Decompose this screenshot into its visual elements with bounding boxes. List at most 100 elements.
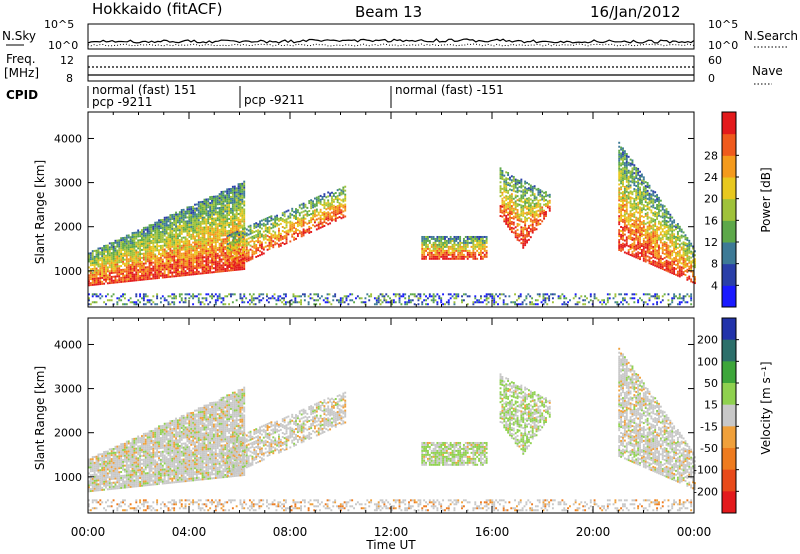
power-cell bbox=[122, 239, 124, 241]
power-cell bbox=[125, 246, 128, 249]
power-cell bbox=[233, 209, 236, 212]
power-cell bbox=[533, 199, 536, 202]
power-cell bbox=[690, 252, 693, 255]
power-cell bbox=[231, 227, 234, 230]
power-cell bbox=[315, 202, 318, 205]
power-cell bbox=[618, 219, 621, 222]
power-cell bbox=[644, 181, 647, 184]
date-title: 16/Jan/2012 bbox=[590, 3, 681, 21]
power-cell bbox=[216, 213, 219, 216]
power-cell bbox=[148, 242, 151, 245]
power-cell bbox=[340, 191, 343, 194]
power-cell bbox=[163, 230, 166, 233]
power-cell bbox=[323, 215, 326, 218]
power-cell bbox=[220, 240, 223, 243]
power-cell bbox=[344, 203, 347, 206]
power-cell bbox=[526, 239, 528, 242]
power-cell bbox=[232, 238, 235, 241]
power-cell bbox=[209, 202, 212, 205]
power-cell bbox=[192, 249, 195, 252]
power-cell bbox=[251, 239, 254, 242]
power-cell bbox=[245, 254, 248, 257]
power-cell bbox=[675, 255, 677, 258]
power-cell bbox=[192, 269, 195, 272]
power-cell bbox=[220, 266, 223, 269]
power-cell bbox=[447, 241, 450, 244]
power-cell bbox=[177, 249, 179, 252]
power-cell bbox=[633, 180, 636, 183]
power-cell bbox=[197, 252, 200, 255]
power-cell bbox=[658, 252, 660, 255]
power-cell bbox=[131, 271, 134, 274]
power-cell bbox=[478, 243, 481, 246]
power-cell bbox=[163, 228, 166, 231]
power-cell bbox=[522, 240, 525, 243]
power-cell bbox=[97, 251, 100, 254]
power-cell bbox=[180, 248, 183, 251]
power-cell bbox=[237, 205, 240, 208]
power-cell bbox=[158, 233, 160, 236]
power-cell bbox=[237, 207, 240, 210]
power-cell bbox=[220, 224, 223, 227]
power-cell bbox=[243, 239, 246, 242]
power-cell bbox=[231, 215, 234, 218]
power-cell bbox=[194, 243, 196, 246]
power-cell bbox=[242, 244, 244, 247]
power-cell bbox=[231, 201, 234, 204]
power-cell bbox=[642, 257, 645, 260]
power-cell bbox=[264, 237, 267, 240]
power-cell bbox=[622, 167, 624, 170]
power-cell bbox=[194, 217, 196, 220]
power-cell bbox=[163, 220, 166, 223]
power-cell bbox=[205, 244, 208, 247]
power-cell bbox=[654, 262, 657, 265]
power-cell bbox=[195, 263, 198, 266]
power-cell bbox=[501, 209, 504, 212]
power-cell bbox=[253, 223, 256, 226]
power-cell bbox=[146, 238, 149, 241]
power-cell bbox=[91, 273, 94, 276]
power-cell bbox=[618, 241, 621, 244]
power-cell bbox=[509, 210, 511, 213]
power-cell bbox=[266, 238, 269, 241]
power-cell bbox=[148, 258, 151, 261]
power-cell bbox=[161, 244, 164, 247]
power-cell bbox=[177, 229, 179, 232]
power-cell bbox=[623, 245, 626, 248]
power-cell bbox=[110, 242, 113, 245]
power-cell bbox=[211, 237, 213, 240]
power-cell bbox=[201, 268, 204, 271]
power-cell bbox=[133, 265, 136, 268]
power-cell bbox=[139, 278, 142, 281]
power-cell bbox=[122, 246, 124, 249]
power-cell bbox=[518, 213, 521, 216]
power-cell bbox=[516, 187, 519, 190]
power-cell bbox=[203, 206, 206, 209]
power-cell bbox=[317, 227, 320, 230]
power-cell bbox=[207, 214, 210, 217]
power-cell bbox=[524, 182, 527, 185]
power-cell bbox=[173, 243, 176, 246]
power-cell bbox=[663, 223, 666, 226]
noise-panel: N.Sky 10^5 10^0 10^5 10^0 N.Search bbox=[2, 18, 798, 52]
power-cell bbox=[175, 269, 178, 272]
power-cell bbox=[194, 247, 196, 250]
power-cell bbox=[480, 253, 482, 256]
power-cell bbox=[631, 191, 634, 194]
power-cell bbox=[682, 241, 685, 244]
power-cell bbox=[667, 248, 670, 251]
power-cell bbox=[627, 217, 630, 220]
power-cell bbox=[483, 239, 486, 242]
power-cell bbox=[243, 259, 246, 262]
power-cell bbox=[161, 276, 164, 279]
power-cell bbox=[131, 263, 134, 266]
power-cell bbox=[623, 172, 626, 175]
power-cell bbox=[440, 255, 443, 258]
power-cell bbox=[141, 264, 143, 267]
power-cell bbox=[652, 259, 655, 262]
power-cell bbox=[207, 251, 210, 254]
power-cell bbox=[625, 184, 628, 187]
power-cell bbox=[317, 199, 320, 202]
power-cell bbox=[226, 238, 229, 241]
power-cell bbox=[141, 252, 143, 255]
